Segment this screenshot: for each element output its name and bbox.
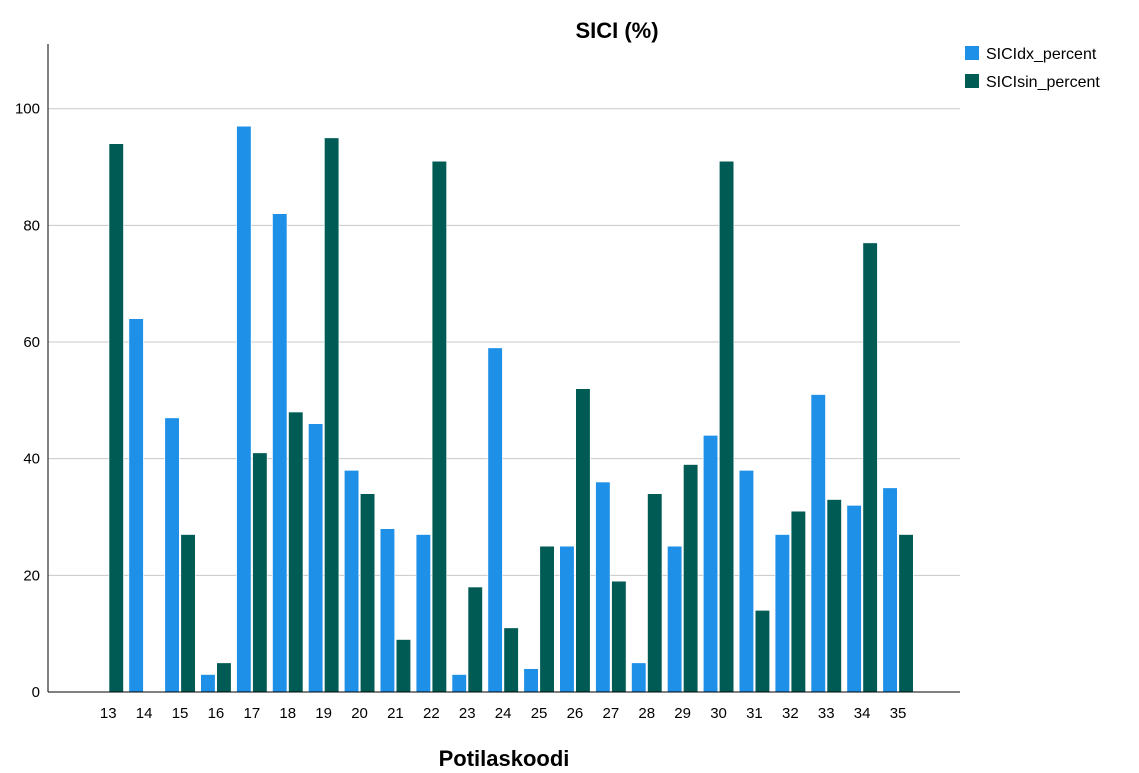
x-tick-label: 19 — [315, 705, 332, 722]
grid-lines — [48, 108, 960, 576]
x-tick-label: 14 — [136, 705, 153, 722]
x-tick-label: 29 — [674, 705, 691, 722]
bar-sicisin-31 — [754, 610, 771, 693]
bar-sicidx-27 — [595, 481, 611, 693]
x-tick-label: 24 — [495, 705, 512, 722]
bar-sicisin-28 — [647, 493, 663, 693]
bar-sicidx-21 — [379, 528, 396, 693]
bar-sicisin-23 — [467, 586, 483, 693]
y-tick-label: 20 — [23, 567, 40, 584]
bar-sicidx-29 — [667, 545, 683, 693]
bar-sicisin-16 — [216, 662, 232, 693]
legend: SICIdx_percent SICIsin_percent — [965, 46, 1100, 91]
legend-label-sicidx: SICIdx_percent — [986, 46, 1097, 63]
x-tick-label: 17 — [244, 705, 261, 722]
bar-sicidx-24 — [487, 347, 503, 693]
bar-sicidx-32 — [774, 534, 790, 693]
bar-sicidx-18 — [272, 213, 288, 693]
chart-title: SICI (%) — [575, 18, 658, 43]
bar-sicidx-15 — [164, 417, 180, 693]
bar-sicisin-27 — [611, 580, 627, 693]
x-tick-label: 34 — [854, 705, 871, 722]
bar-sicidx-33 — [810, 394, 826, 693]
x-tick-label: 35 — [890, 705, 907, 722]
bar-sicisin-18 — [288, 411, 304, 693]
y-tick-label: 0 — [32, 684, 40, 701]
bar-sicidx-22 — [415, 534, 431, 693]
bar-sicidx-19 — [308, 423, 324, 693]
x-tick-label: 21 — [387, 705, 404, 722]
x-tick-label: 22 — [423, 705, 440, 722]
bar-sicisin-30 — [718, 160, 735, 693]
bar-sicidx-14 — [128, 318, 144, 693]
x-axis-title: Potilaskoodi — [439, 746, 570, 771]
x-tick-label: 33 — [818, 705, 835, 722]
y-tick-label: 40 — [23, 451, 40, 468]
y-tick-label: 60 — [23, 334, 40, 351]
bar-sicidx-35 — [882, 487, 898, 693]
bar-sicidx-23 — [451, 674, 467, 693]
x-tick-label: 23 — [459, 705, 476, 722]
bar-sicisin-34 — [862, 242, 878, 693]
bar-sicisin-13 — [108, 143, 124, 693]
bar-sicidx-31 — [738, 470, 755, 693]
bar-sicisin-19 — [324, 137, 340, 693]
x-tick-label: 18 — [279, 705, 296, 722]
bar-sicidx-28 — [631, 662, 647, 693]
x-tick-label: 28 — [638, 705, 655, 722]
y-tick-label: 100 — [15, 101, 40, 118]
bar-sicidx-20 — [343, 470, 360, 693]
x-tick-label: 13 — [100, 705, 117, 722]
bar-sicidx-34 — [846, 505, 862, 693]
bar-sicisin-29 — [683, 464, 699, 693]
bar-sicisin-33 — [826, 499, 842, 693]
bar-sicisin-20 — [359, 493, 376, 693]
bar-sicisin-17 — [252, 452, 268, 693]
x-tick-label: 25 — [531, 705, 548, 722]
x-tick-label: 32 — [782, 705, 799, 722]
bar-sicidx-17 — [236, 125, 252, 693]
bars — [108, 125, 914, 693]
bar-sicisin-22 — [431, 160, 447, 693]
x-tick-label: 30 — [710, 705, 727, 722]
x-tick-label: 20 — [351, 705, 368, 722]
legend-swatch-sicisin — [965, 74, 979, 88]
legend-label-sicisin: SICIsin_percent — [986, 74, 1100, 91]
bar-sicidx-25 — [523, 668, 539, 693]
bar-sicisin-35 — [898, 534, 914, 693]
bar-sicisin-26 — [575, 388, 591, 693]
x-tick-label: 31 — [746, 705, 763, 722]
x-tick-label: 26 — [567, 705, 584, 722]
bar-sicidx-30 — [702, 435, 719, 693]
bar-sicisin-25 — [539, 545, 555, 693]
x-tick-label: 16 — [208, 705, 225, 722]
bar-sicidx-16 — [200, 674, 216, 693]
bar-sicisin-24 — [503, 627, 519, 693]
legend-swatch-sicidx — [965, 46, 979, 60]
bar-sicisin-15 — [180, 534, 196, 693]
y-tick-label: 80 — [23, 217, 40, 234]
bar-sicisin-32 — [790, 510, 806, 693]
y-tick-labels: 0 20 40 60 80 100 — [15, 101, 40, 701]
x-tick-labels: 13 14 15 16 17 18 19 20 21 22 23 24 25 26 27 28 29 30 31 32… — [100, 705, 906, 722]
bar-sicisin-21 — [395, 639, 412, 693]
x-tick-label: 27 — [603, 705, 620, 722]
bar-sicidx-26 — [559, 545, 575, 693]
x-tick-label: 15 — [172, 705, 189, 722]
